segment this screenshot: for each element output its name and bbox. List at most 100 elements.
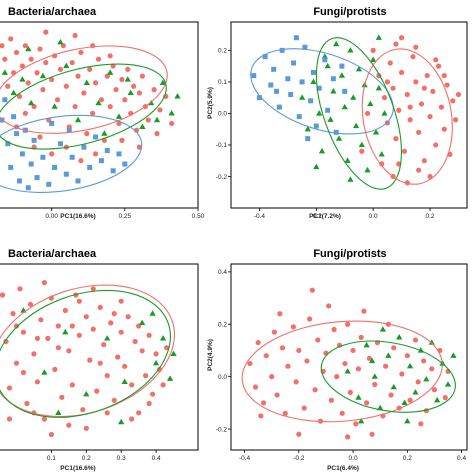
- data-point-circle: [95, 56, 102, 62]
- data-point-triangle: [355, 394, 362, 400]
- data-point-circle: [101, 342, 107, 348]
- data-point-triangle: [115, 113, 123, 119]
- data-point-circle: [157, 107, 163, 113]
- data-point-circle: [72, 32, 78, 39]
- data-point-square: [276, 104, 282, 110]
- data-point-circle: [111, 397, 117, 403]
- data-point-triangle: [170, 350, 177, 357]
- confidence-ellipse: [315, 37, 402, 190]
- data-point-circle: [441, 72, 447, 79]
- data-point-circle: [358, 334, 364, 340]
- data-point-circle: [49, 76, 55, 83]
- data-point-circle: [274, 392, 280, 398]
- data-point-square: [325, 107, 331, 113]
- data-point-square: [268, 82, 274, 88]
- data-point-circle: [339, 410, 345, 416]
- y-tick-label: -0.1: [216, 142, 228, 149]
- data-point-circle: [83, 425, 89, 431]
- data-point-triangle: [344, 368, 351, 374]
- data-point-square: [291, 60, 297, 66]
- data-point-circle: [41, 416, 47, 422]
- data-point-square: [46, 181, 52, 187]
- data-point-triangle: [363, 341, 370, 348]
- data-point-circle: [160, 382, 166, 388]
- data-point-circle: [282, 410, 288, 416]
- data-point-circle: [132, 338, 138, 345]
- data-point-triangle: [390, 383, 397, 390]
- panel-bottom-left: Bacteria/archaea PC1(16.6%) 0.1 0.2 0.3 0.4: [0, 248, 199, 472]
- panel-top-right: Fungi/protists PC1(7.2%) PC2(5.9%) -0.4 -…: [207, 6, 468, 220]
- data-point-circle: [69, 323, 75, 329]
- data-point-circle: [6, 385, 13, 391]
- data-point-circle: [427, 173, 433, 180]
- data-point-triangle: [396, 334, 403, 340]
- confidence-ellipse: [0, 289, 171, 418]
- data-point-triangle: [298, 94, 306, 100]
- data-point-triangle: [74, 116, 82, 123]
- data-point-circle: [17, 286, 23, 292]
- data-point-circle: [66, 348, 72, 354]
- data-point-circle: [13, 49, 20, 56]
- data-point-circle: [393, 136, 399, 142]
- plot-area: [0, 280, 177, 438]
- data-point-circle: [115, 354, 121, 360]
- data-point-circle: [78, 49, 84, 56]
- data-point-circle: [399, 69, 405, 76]
- plot-area: [241, 287, 457, 440]
- data-point-circle: [381, 95, 388, 101]
- data-point-circle: [150, 391, 156, 397]
- data-point-circle: [430, 88, 436, 94]
- data-point-circle: [146, 332, 152, 338]
- data-point-circle: [20, 369, 27, 376]
- data-point-circle: [370, 47, 376, 53]
- data-point-circle: [418, 421, 424, 427]
- data-point-triangle: [152, 359, 160, 366]
- data-point-circle: [247, 360, 253, 367]
- data-point-circle: [49, 151, 55, 157]
- data-point-circle: [90, 326, 96, 332]
- data-point-circle: [92, 151, 99, 157]
- data-point-circle: [304, 358, 310, 364]
- data-point-square: [333, 129, 339, 135]
- data-point-circle: [10, 311, 16, 317]
- data-point-triangle: [406, 362, 414, 369]
- data-point-square: [34, 175, 40, 181]
- data-point-circle: [113, 87, 119, 93]
- data-point-triangle: [62, 328, 69, 335]
- data-point-triangle: [347, 47, 354, 53]
- x-axis-label: PC1(16.6%): [60, 465, 95, 472]
- data-point-triangle: [344, 157, 351, 163]
- data-point-circle: [413, 79, 419, 85]
- data-point-square: [31, 137, 37, 143]
- data-point-circle: [301, 405, 307, 411]
- data-point-square: [11, 114, 17, 120]
- data-point-square: [52, 164, 58, 170]
- data-point-circle: [0, 43, 5, 49]
- data-point-circle: [136, 90, 143, 96]
- data-point-circle: [433, 142, 439, 148]
- data-point-triangle: [28, 99, 35, 106]
- data-point-square: [302, 44, 308, 50]
- data-point-circle: [40, 87, 46, 93]
- data-point-circle: [20, 329, 27, 335]
- data-point-circle: [45, 335, 51, 341]
- data-point-triangle: [51, 103, 58, 109]
- data-point-circle: [34, 379, 41, 385]
- data-point-circle: [72, 103, 78, 110]
- data-point-circle: [342, 360, 348, 367]
- data-point-circle: [252, 384, 259, 390]
- data-point-circle: [431, 387, 438, 393]
- data-point-circle: [34, 335, 41, 341]
- x-tick-label: 0.00: [45, 213, 58, 220]
- data-point-circle: [384, 79, 390, 85]
- data-point-circle: [118, 298, 124, 304]
- y-tick-label: -0.2: [216, 174, 228, 181]
- data-point-circle: [41, 280, 47, 286]
- data-point-circle: [388, 392, 394, 398]
- data-point-circle: [404, 91, 410, 98]
- data-point-circle: [143, 373, 149, 379]
- data-point-circle: [108, 320, 114, 326]
- data-point-triangle: [124, 76, 131, 82]
- data-point-triangle: [174, 93, 181, 99]
- data-point-triangle: [139, 319, 146, 326]
